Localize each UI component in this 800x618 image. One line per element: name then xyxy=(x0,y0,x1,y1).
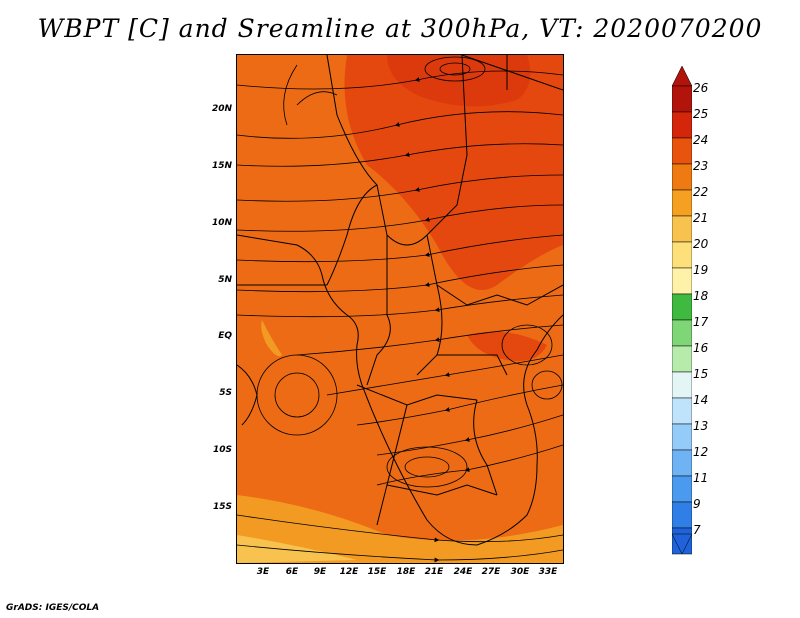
wbpt-22-patch xyxy=(261,320,282,357)
colorbar-label: 12 xyxy=(693,445,709,459)
lat-label: 10S xyxy=(212,445,232,455)
colorbar-bottom-arrow xyxy=(672,533,692,555)
lat-label: 15N xyxy=(211,161,232,171)
map-panel xyxy=(236,54,564,564)
colorbar-swatch xyxy=(672,85,692,113)
colorbar-boxes xyxy=(672,85,692,555)
colorbar-swatch xyxy=(672,111,692,139)
colorbar-swatch xyxy=(672,423,692,451)
wbpt-field xyxy=(237,55,563,563)
colorbar-label: 22 xyxy=(693,185,709,199)
colorbar-swatch xyxy=(672,397,692,425)
colorbar-swatch xyxy=(672,215,692,243)
colorbar-label: 25 xyxy=(693,107,709,121)
lat-label: 5S xyxy=(219,388,232,398)
colorbar-label: 14 xyxy=(693,393,709,407)
colorbar-label: 13 xyxy=(693,419,709,433)
chart-title: WBPT [C] and Sreamline at 300hPa, VT: 20… xyxy=(37,14,763,43)
wbpt-24-region xyxy=(344,55,563,290)
colorbar-swatch xyxy=(672,475,692,503)
lat-label: EQ xyxy=(218,331,232,341)
colorbar-label: 18 xyxy=(693,289,709,303)
colorbar-label: 11 xyxy=(693,471,709,485)
coastlines xyxy=(237,55,563,546)
colorbar-swatch xyxy=(672,345,692,373)
colorbar-label: 21 xyxy=(693,211,709,225)
grads-credit: GrADS: IGES/COLA xyxy=(6,603,100,613)
colorbar-swatch xyxy=(672,371,692,399)
lon-label: 21E xyxy=(424,567,444,577)
colorbar-swatch xyxy=(672,319,692,347)
lon-label: 27E xyxy=(481,567,501,577)
lon-label: 30E xyxy=(510,567,530,577)
colorbar-swatch xyxy=(672,267,692,295)
colorbar-label: 7 xyxy=(693,523,701,537)
lon-label: 9E xyxy=(313,567,327,577)
lon-label: 12E xyxy=(339,567,359,577)
colorbar-label: 17 xyxy=(693,315,709,329)
lon-label: 18E xyxy=(396,567,416,577)
colorbar-swatch xyxy=(672,241,692,269)
vortices xyxy=(256,56,563,488)
lat-label: 20N xyxy=(211,104,232,114)
colorbar-label: 19 xyxy=(693,263,709,277)
wbpt-22-region xyxy=(237,495,563,563)
colorbar-swatch xyxy=(672,163,692,191)
lon-label: 33E xyxy=(538,567,558,577)
colorbar-label: 24 xyxy=(693,133,709,147)
colorbar xyxy=(672,65,692,555)
lon-label: 24E xyxy=(453,567,473,577)
lat-label: 5N xyxy=(218,275,232,285)
colorbar-label: 20 xyxy=(693,237,709,251)
lon-label: 6E xyxy=(285,567,299,577)
colorbar-swatch xyxy=(672,449,692,477)
colorbar-top-arrow xyxy=(672,65,692,87)
colorbar-swatch xyxy=(672,137,692,165)
lat-label: 10N xyxy=(211,218,232,228)
wbpt-21-region xyxy=(237,535,357,563)
lon-label: 15E xyxy=(367,567,387,577)
lat-label: 15S xyxy=(212,502,232,512)
colorbar-label: 26 xyxy=(693,81,709,95)
colorbar-label: 23 xyxy=(693,159,709,173)
colorbar-label: 9 xyxy=(693,497,701,511)
wbpt-24-east xyxy=(467,331,547,361)
colorbar-swatch xyxy=(672,501,692,529)
lon-label: 3E xyxy=(256,567,270,577)
colorbar-label: 16 xyxy=(693,341,709,355)
colorbar-swatch xyxy=(672,293,692,321)
colorbar-label: 15 xyxy=(693,367,709,381)
colorbar-swatch xyxy=(672,189,692,217)
streamlines xyxy=(237,64,563,563)
